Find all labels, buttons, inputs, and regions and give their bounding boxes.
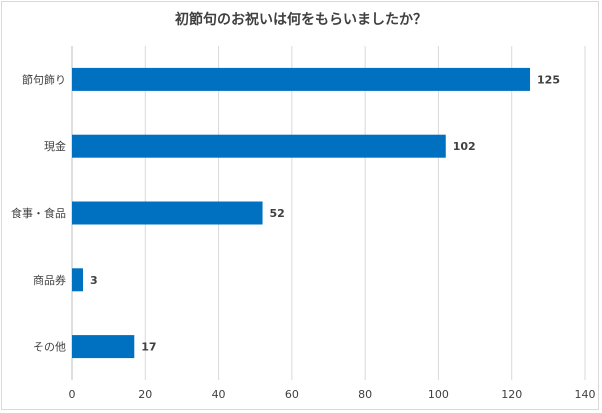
bar [72, 335, 135, 359]
x-tick-label: 80 [358, 388, 372, 401]
data-labels: 125 102 52 3 17 [90, 73, 560, 353]
data-label: 125 [537, 73, 560, 86]
chart-title: 初節句のお祝いは何をもらいましたか？ [175, 11, 427, 28]
bar [72, 67, 531, 91]
x-tick-label: 100 [428, 388, 449, 401]
x-tick-label: 0 [69, 388, 76, 401]
category-label: 商品券 [33, 273, 66, 287]
x-tick-label: 120 [501, 388, 522, 401]
data-label: 17 [141, 341, 156, 354]
bar [72, 201, 263, 225]
data-label: 52 [270, 207, 285, 220]
x-tick-label: 40 [212, 388, 226, 401]
category-label: 食事・食品 [11, 206, 66, 220]
data-label: 102 [453, 140, 476, 153]
category-label: 現金 [44, 139, 66, 153]
bar [72, 134, 446, 158]
tick-labels: 0 20 40 60 80 100 120 140 [69, 388, 596, 401]
x-tick-label: 140 [575, 388, 596, 401]
bar [72, 268, 83, 292]
x-tick-label: 60 [285, 388, 299, 401]
category-label: その他 [33, 341, 66, 354]
category-label: 節句飾り [22, 72, 66, 86]
data-label: 3 [90, 274, 98, 287]
bars [72, 67, 531, 359]
x-tick-label: 20 [138, 388, 152, 401]
